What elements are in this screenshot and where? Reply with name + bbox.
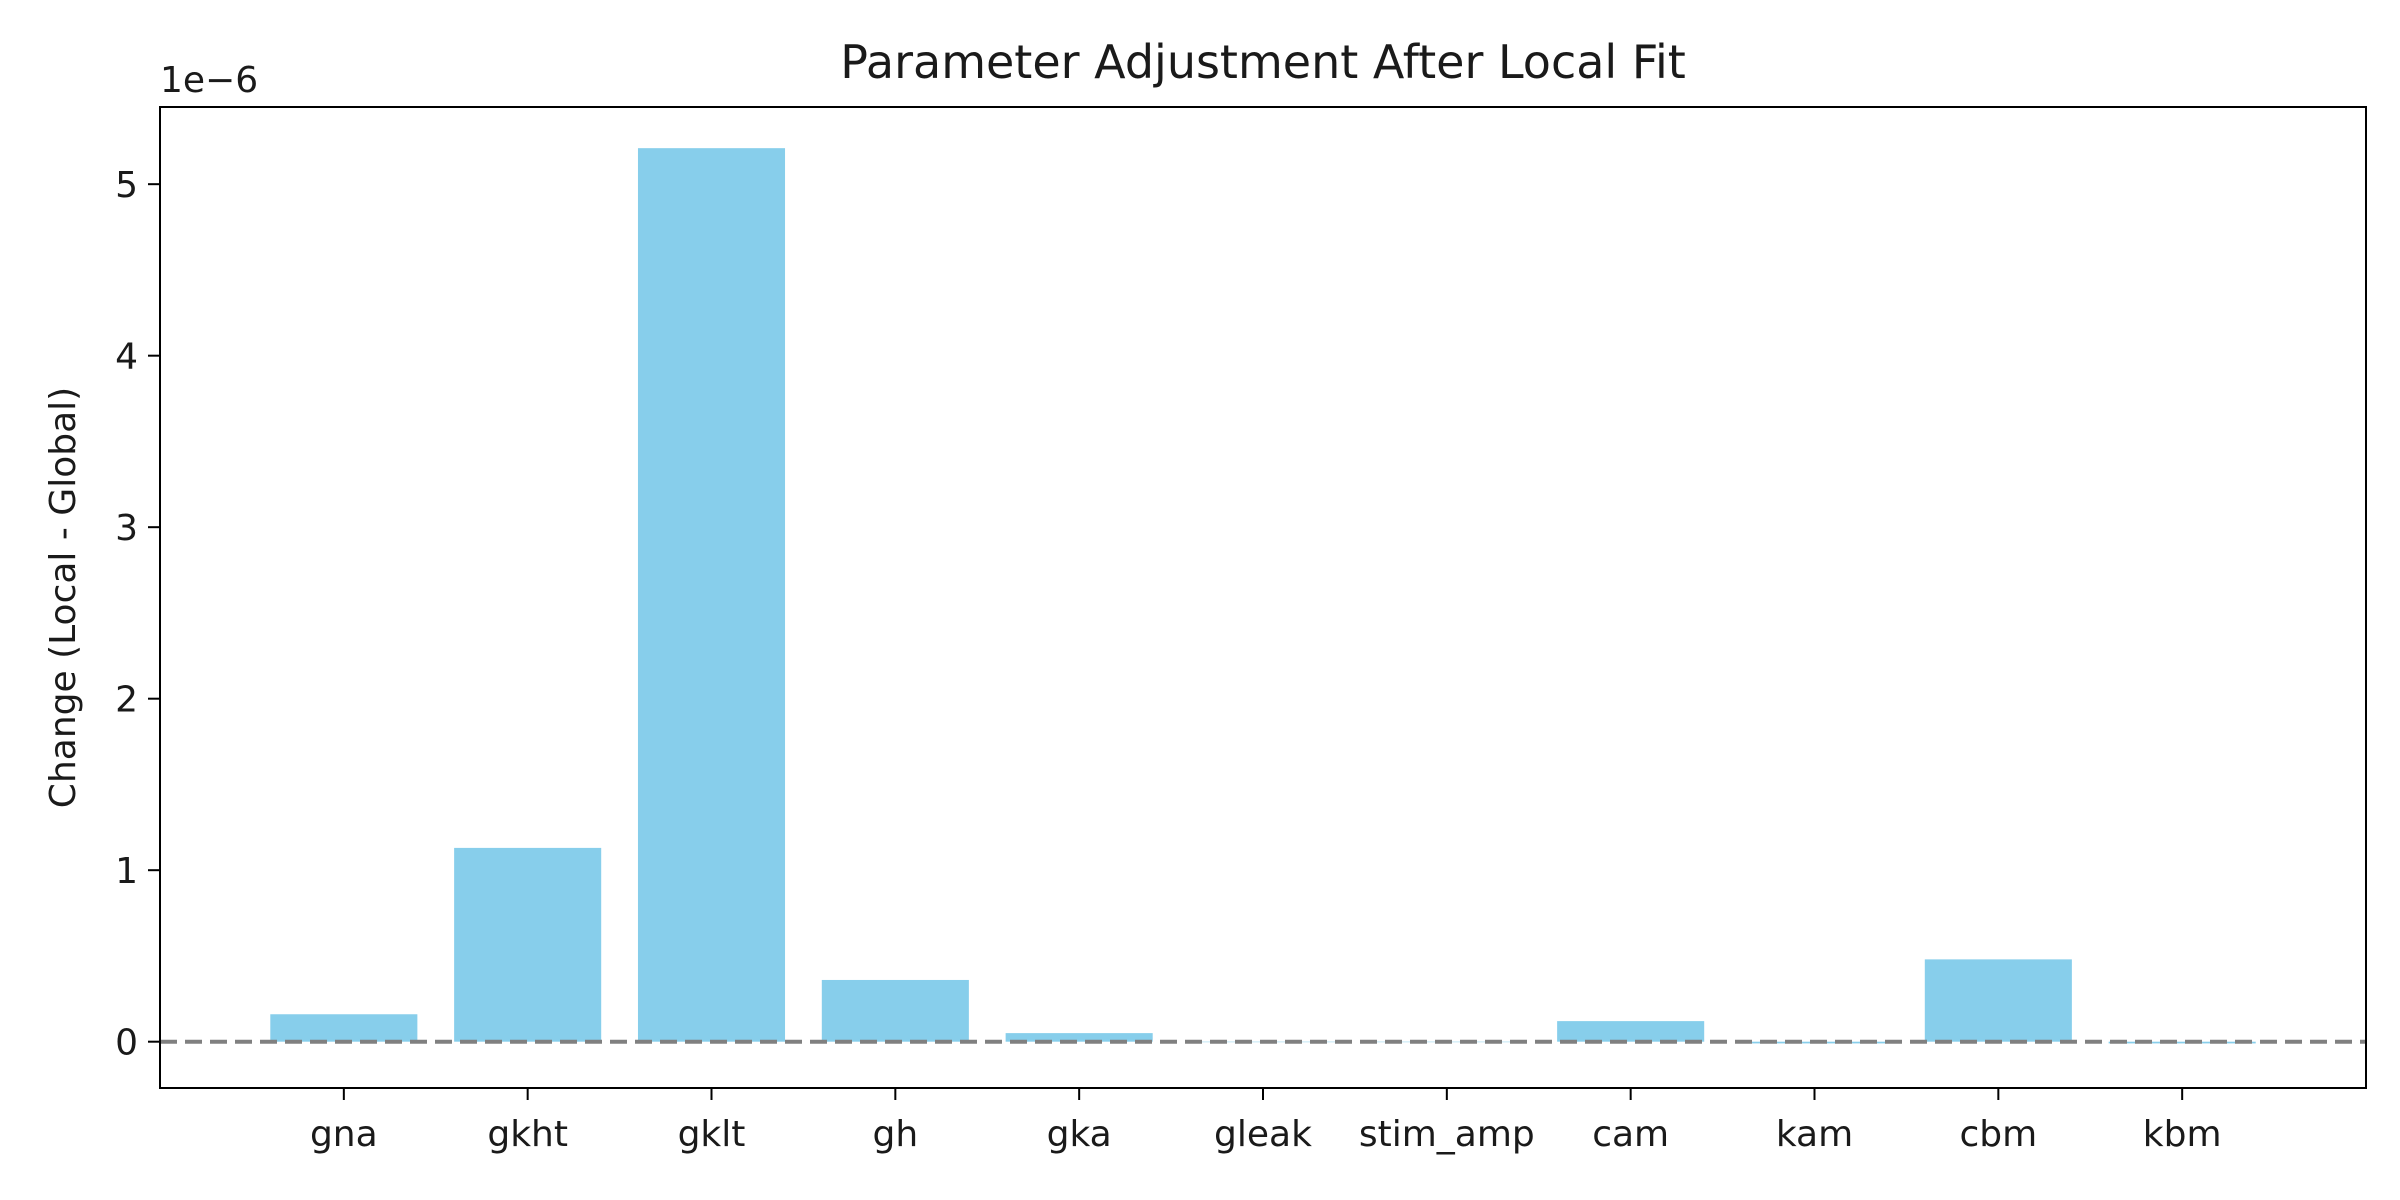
y-offset-text: 1e−6	[160, 60, 258, 101]
y-tick-label: 1	[115, 851, 138, 892]
y-tick-label: 2	[115, 680, 138, 721]
x-tick-label: stim_amp	[1359, 1114, 1535, 1155]
x-tick-label: gkht	[487, 1114, 568, 1155]
x-tick-label: gklt	[678, 1114, 746, 1155]
x-tick-label: gleak	[1214, 1114, 1312, 1155]
x-tick-label: cam	[1592, 1114, 1669, 1155]
bar-gna	[270, 1014, 418, 1042]
bar-gh	[821, 979, 969, 1042]
x-tick-label: kbm	[2143, 1114, 2222, 1155]
x-tick-label: gh	[872, 1114, 918, 1155]
bars-group	[270, 148, 2256, 1044]
bar-gka	[1005, 1033, 1153, 1042]
bar-cbm	[1924, 959, 2072, 1042]
bar-cam	[1557, 1021, 1705, 1042]
x-tick-label: kam	[1776, 1114, 1853, 1155]
y-tick-label: 0	[115, 1023, 138, 1064]
x-axis: gna gkht gklt gh gka gleak stim_amp cam kam cbm kb…	[310, 1088, 2222, 1155]
chart-title: Parameter Adjustment After Local Fit	[840, 35, 1686, 89]
y-tick-label: 3	[115, 508, 138, 549]
bar-gklt	[637, 148, 786, 1042]
y-tick-label: 5	[115, 165, 138, 206]
bar-kbm	[2108, 1041, 2256, 1044]
y-axis: 0 1 2 3 4 5	[115, 165, 160, 1064]
x-tick-label: gna	[310, 1114, 378, 1155]
x-tick-label: cbm	[1959, 1114, 2037, 1155]
plot-frame	[159, 106, 2367, 1089]
bar-gkht	[454, 847, 602, 1042]
y-tick-label: 4	[115, 337, 138, 378]
y-axis-label: Change (Local - Global)	[43, 387, 84, 808]
x-tick-label: gka	[1047, 1114, 1112, 1155]
